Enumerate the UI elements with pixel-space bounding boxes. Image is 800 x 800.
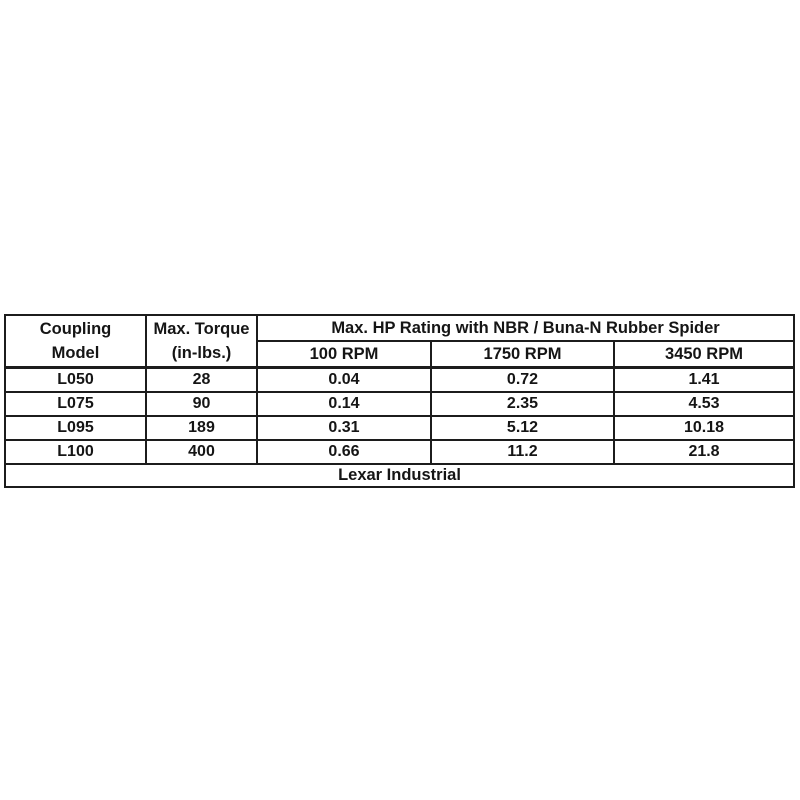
table-footer: Lexar Industrial [3,462,796,488]
hp-rating-table: Coupling Model Max. Torque (in-lbs.) Max… [3,314,796,488]
cell-hp-100rpm: 0.04 [256,366,432,393]
cell-torque: 400 [145,438,258,465]
table-body: L050 28 0.04 0.72 1.41 L075 90 0.14 2.35… [4,366,796,465]
cell-torque: 28 [145,366,258,393]
cell-hp-3450rpm: 4.53 [612,390,796,417]
table-header: Coupling Model Max. Torque (in-lbs.) Max… [4,314,796,369]
table-row: L100 400 0.66 11.2 21.8 [4,438,796,465]
header-coupling-model: Coupling Model [4,314,147,369]
cell-hp-3450rpm: 1.41 [612,366,796,393]
cell-hp-1750rpm: 2.35 [430,390,615,417]
header-1750-rpm: 1750 RPM [430,340,615,369]
cell-torque: 90 [145,390,258,417]
header-max-torque: Max. Torque (in-lbs.) [145,314,258,369]
cell-model: L095 [4,414,147,441]
cell-model: L075 [4,390,147,417]
header-row-group: Coupling Model Max. Torque (in-lbs.) Max… [4,314,796,369]
header-hp-rating-group: Max. HP Rating with NBR / Buna-N Rubber … [255,314,796,342]
cell-hp-100rpm: 0.66 [256,438,432,465]
header-3450-rpm: 3450 RPM [612,340,796,369]
header-row-rpm: 100 RPM 1750 RPM 3450 RPM [5,340,796,369]
cell-torque: 189 [145,414,258,441]
table-row: L095 189 0.31 5.12 10.18 [4,414,796,441]
header-100-rpm: 100 RPM [256,340,432,369]
table-row: L050 28 0.04 0.72 1.41 [4,366,796,393]
table-row: L075 90 0.14 2.35 4.53 [4,390,796,417]
cell-hp-3450rpm: 10.18 [612,414,796,441]
cell-hp-1750rpm: 5.12 [430,414,615,441]
cell-model: L100 [4,438,147,465]
cell-hp-100rpm: 0.31 [256,414,432,441]
cell-hp-100rpm: 0.14 [256,390,432,417]
cell-hp-3450rpm: 21.8 [612,438,796,465]
footer-row: Lexar Industrial [3,462,796,488]
cell-hp-1750rpm: 0.72 [430,366,615,393]
footer-brand-label: Lexar Industrial [3,462,796,488]
cell-hp-1750rpm: 11.2 [430,438,615,465]
cell-model: L050 [4,366,147,393]
